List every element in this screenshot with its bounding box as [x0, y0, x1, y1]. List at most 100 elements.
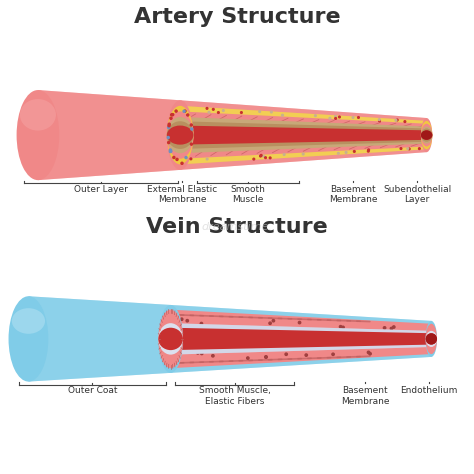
Polygon shape — [171, 323, 431, 355]
Circle shape — [357, 117, 359, 118]
Ellipse shape — [9, 296, 48, 382]
Text: Vein Structure: Vein Structure — [146, 217, 328, 237]
Circle shape — [265, 356, 267, 358]
Text: Smooth
Muscle: Smooth Muscle — [230, 185, 265, 204]
Circle shape — [378, 119, 380, 120]
Circle shape — [260, 155, 262, 156]
Polygon shape — [28, 296, 431, 382]
Circle shape — [181, 318, 183, 320]
Circle shape — [332, 353, 334, 356]
Circle shape — [260, 155, 261, 157]
Ellipse shape — [17, 90, 59, 180]
Circle shape — [222, 109, 224, 111]
Circle shape — [187, 114, 189, 116]
Circle shape — [395, 119, 397, 121]
Circle shape — [175, 110, 177, 112]
Ellipse shape — [167, 106, 193, 164]
Ellipse shape — [421, 124, 432, 146]
Circle shape — [407, 148, 409, 149]
Circle shape — [197, 352, 199, 354]
Polygon shape — [180, 117, 427, 153]
Circle shape — [305, 354, 308, 356]
Polygon shape — [180, 121, 427, 149]
Circle shape — [206, 108, 208, 109]
Circle shape — [246, 357, 249, 359]
Circle shape — [352, 117, 354, 118]
Circle shape — [200, 322, 202, 325]
Text: Endothelium: Endothelium — [400, 386, 458, 395]
Text: Basement
Membrane: Basement Membrane — [341, 386, 389, 406]
Circle shape — [191, 128, 193, 130]
Ellipse shape — [421, 118, 432, 152]
Polygon shape — [171, 328, 431, 350]
Text: Outer Coat: Outer Coat — [68, 386, 117, 395]
Ellipse shape — [426, 321, 437, 357]
Circle shape — [339, 326, 342, 328]
Circle shape — [282, 114, 283, 116]
Ellipse shape — [20, 99, 56, 130]
Ellipse shape — [158, 328, 183, 350]
Circle shape — [369, 353, 371, 355]
Circle shape — [185, 156, 187, 159]
Polygon shape — [180, 126, 427, 145]
Ellipse shape — [426, 331, 437, 347]
Circle shape — [265, 356, 267, 358]
Polygon shape — [171, 310, 431, 368]
Ellipse shape — [421, 127, 432, 144]
Polygon shape — [28, 296, 431, 382]
Circle shape — [392, 326, 395, 328]
Circle shape — [409, 148, 410, 150]
Circle shape — [383, 327, 386, 329]
Circle shape — [368, 149, 369, 151]
Circle shape — [191, 143, 192, 145]
Circle shape — [315, 115, 316, 117]
Circle shape — [269, 322, 271, 325]
Circle shape — [400, 148, 402, 149]
Ellipse shape — [167, 126, 193, 145]
Circle shape — [337, 153, 339, 154]
Circle shape — [404, 121, 406, 122]
Circle shape — [212, 355, 214, 357]
Circle shape — [173, 156, 175, 158]
Circle shape — [184, 110, 186, 112]
Circle shape — [335, 118, 337, 119]
Polygon shape — [180, 106, 427, 164]
Circle shape — [271, 111, 272, 113]
Circle shape — [419, 148, 420, 149]
Polygon shape — [38, 90, 427, 180]
Circle shape — [212, 109, 214, 110]
Polygon shape — [180, 106, 427, 164]
Ellipse shape — [167, 100, 193, 170]
Polygon shape — [38, 90, 427, 180]
Circle shape — [264, 157, 266, 158]
Circle shape — [171, 114, 173, 116]
Ellipse shape — [167, 111, 193, 159]
Circle shape — [263, 155, 264, 157]
Circle shape — [396, 119, 398, 121]
Circle shape — [367, 351, 370, 354]
Circle shape — [168, 142, 170, 144]
Circle shape — [329, 118, 331, 119]
Circle shape — [285, 353, 287, 356]
Circle shape — [272, 319, 274, 322]
Ellipse shape — [158, 305, 183, 373]
Ellipse shape — [167, 117, 193, 153]
Circle shape — [170, 117, 172, 119]
Circle shape — [379, 120, 380, 122]
Circle shape — [190, 124, 192, 126]
Circle shape — [168, 125, 170, 127]
Circle shape — [168, 123, 170, 125]
Ellipse shape — [12, 308, 45, 334]
Text: Basement
Membrane: Basement Membrane — [329, 185, 377, 204]
Circle shape — [183, 110, 185, 112]
Circle shape — [170, 150, 172, 152]
Ellipse shape — [426, 333, 437, 345]
Ellipse shape — [421, 128, 432, 142]
Circle shape — [240, 112, 242, 113]
Circle shape — [190, 158, 192, 160]
Circle shape — [342, 326, 344, 328]
Ellipse shape — [426, 324, 437, 354]
Circle shape — [283, 154, 285, 155]
Circle shape — [172, 114, 174, 116]
Circle shape — [167, 137, 169, 138]
